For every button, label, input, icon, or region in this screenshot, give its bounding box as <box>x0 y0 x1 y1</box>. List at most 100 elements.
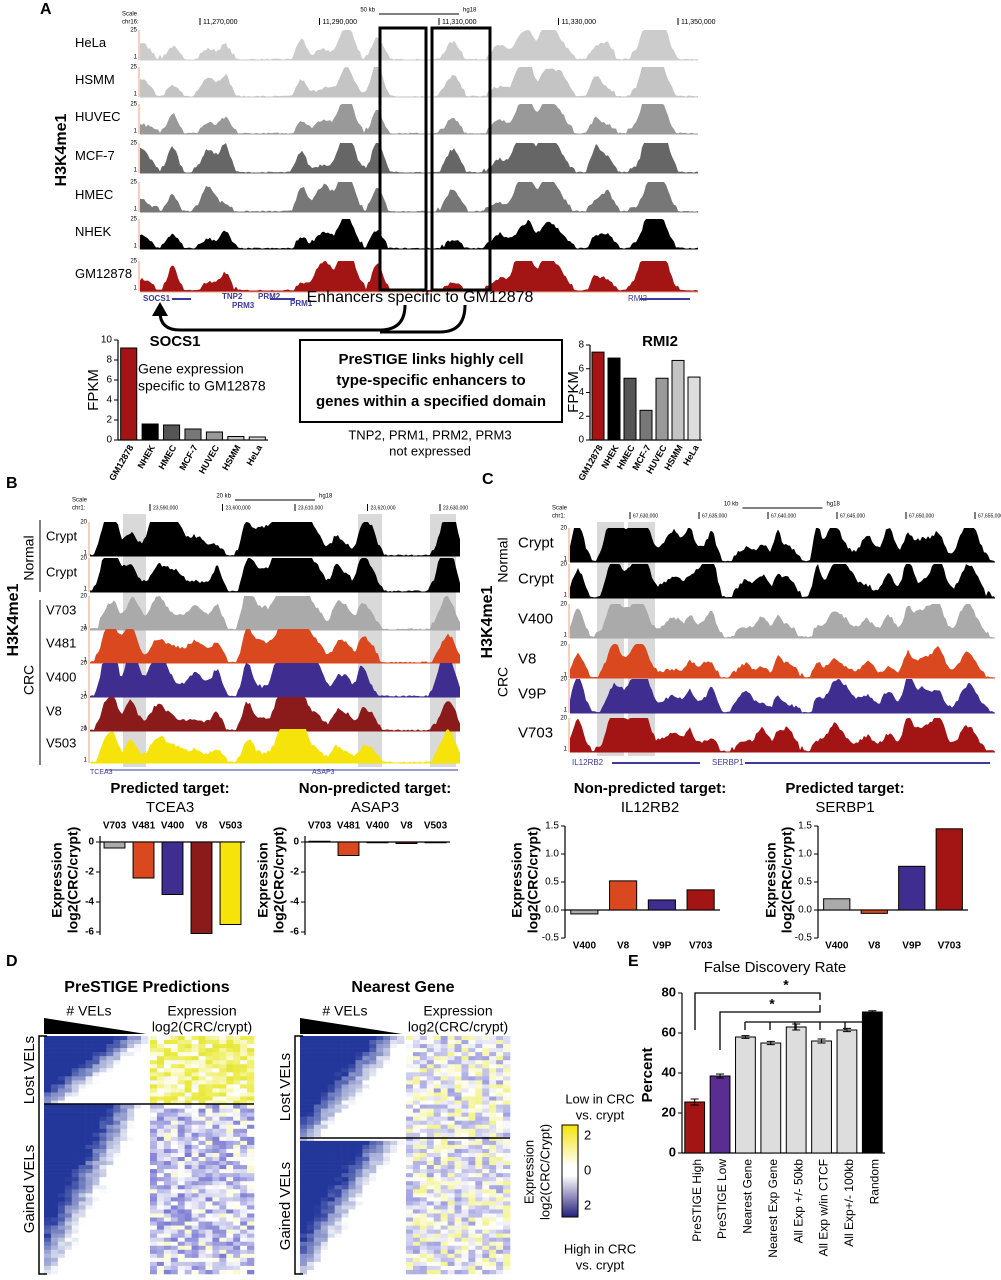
heat-cell <box>482 1068 490 1073</box>
heat-cell <box>496 1124 504 1130</box>
heat-cell <box>198 1080 206 1085</box>
heat-cell <box>127 1205 135 1210</box>
heat-cell <box>120 1088 128 1093</box>
heat-cell <box>489 1128 497 1134</box>
heat-cell <box>355 1040 363 1045</box>
heat-cell <box>426 1249 435 1255</box>
heat-cell <box>92 1044 100 1049</box>
heat-cell <box>64 1225 73 1230</box>
heat-cell <box>369 1148 377 1154</box>
heat-cell <box>57 1052 66 1057</box>
column-label: Expression <box>423 1003 492 1019</box>
heat-cell <box>503 1060 511 1065</box>
heat-cell <box>454 1056 462 1061</box>
heat-cell <box>383 1229 391 1234</box>
heat-cell <box>341 1205 349 1210</box>
heat-cell <box>406 1144 414 1150</box>
heat-cell <box>489 1084 497 1089</box>
heat-cell <box>198 1161 206 1166</box>
heat-cell <box>170 1245 179 1251</box>
heat-cell <box>127 1036 135 1041</box>
bar <box>760 1042 782 1154</box>
heat-cell <box>383 1221 391 1226</box>
heat-cell <box>198 1060 206 1065</box>
heat-cell <box>341 1225 349 1230</box>
heat-cell <box>71 1209 79 1214</box>
heat-cell <box>92 1080 100 1085</box>
heat-cell <box>78 1148 86 1154</box>
track-label: NHEK <box>75 224 111 239</box>
heat-cell <box>447 1132 455 1138</box>
track-scale: 20 <box>80 520 87 526</box>
heat-cell <box>64 1169 73 1174</box>
heat-cell <box>362 1056 370 1061</box>
heat-cell <box>85 1104 93 1109</box>
heat-cell <box>205 1217 213 1222</box>
summary-text: genes within a specified domain <box>316 393 546 410</box>
heat-cell <box>106 1040 114 1045</box>
heat-cell <box>426 1173 435 1178</box>
category-label: V400 <box>161 821 185 832</box>
heat-cell <box>412 1217 421 1222</box>
heat-cell <box>412 1169 421 1174</box>
heat-cell <box>99 1128 107 1134</box>
annotation: Gene expression <box>138 361 244 377</box>
heat-cell <box>496 1161 504 1166</box>
heat-cell <box>247 1108 255 1113</box>
heat-cell <box>426 1088 435 1093</box>
heat-cell <box>475 1245 483 1251</box>
heat-cell <box>64 1213 73 1218</box>
heat-cell <box>362 1193 370 1198</box>
heat-cell <box>475 1253 483 1259</box>
heat-cell <box>461 1265 469 1271</box>
heat-cell <box>141 1152 149 1158</box>
heat-cell <box>191 1225 199 1230</box>
heat-cell <box>233 1241 241 1247</box>
heat-cell <box>327 1152 335 1158</box>
heat-cell <box>433 1048 441 1053</box>
heat-cell <box>113 1249 121 1255</box>
heat-cell <box>184 1217 192 1222</box>
track-label: MCF-7 <box>75 148 115 163</box>
heat-cell <box>170 1096 179 1101</box>
heat-cell <box>191 1229 199 1234</box>
error-bar <box>817 1038 826 1044</box>
heat-cell <box>127 1140 135 1146</box>
gene-label: PRM1 <box>290 299 313 308</box>
heat-cell <box>320 1157 329 1162</box>
heat-cell <box>163 1233 172 1238</box>
heat-cell <box>64 1257 73 1263</box>
heat-cell <box>383 1056 391 1061</box>
heat-cell <box>163 1241 172 1247</box>
heat-cell <box>390 1104 398 1109</box>
heat-cell <box>348 1193 356 1198</box>
heat-cell <box>334 1136 342 1142</box>
heat-cell <box>306 1036 315 1041</box>
heat-cell <box>468 1181 476 1186</box>
heat-cell <box>426 1189 435 1194</box>
y-tick-label: 1.5 <box>545 821 559 832</box>
heat-cell <box>313 1096 322 1101</box>
heat-cell <box>44 1128 52 1134</box>
coord-label: 11,350,000 <box>681 19 716 26</box>
heat-cell <box>362 1076 370 1081</box>
heat-cell <box>141 1181 149 1186</box>
track-scale: 20 <box>80 594 87 600</box>
category-label: V8 <box>617 941 630 952</box>
heat-cell <box>454 1221 462 1226</box>
heat-cell <box>184 1112 192 1117</box>
heat-cell <box>120 1036 128 1041</box>
heat-cell <box>489 1044 497 1049</box>
heat-cell <box>489 1072 497 1077</box>
gene-label: PRM2 <box>258 292 281 301</box>
heat-cell <box>348 1144 356 1150</box>
heat-cell <box>134 1108 142 1113</box>
heat-cell <box>482 1173 490 1178</box>
heat-cell <box>489 1120 497 1126</box>
heat-cell <box>219 1048 227 1053</box>
heat-cell <box>482 1229 490 1234</box>
heat-cell <box>78 1265 86 1271</box>
heat-cell <box>233 1173 241 1178</box>
heat-cell <box>348 1048 356 1053</box>
heat-cell <box>226 1148 234 1154</box>
